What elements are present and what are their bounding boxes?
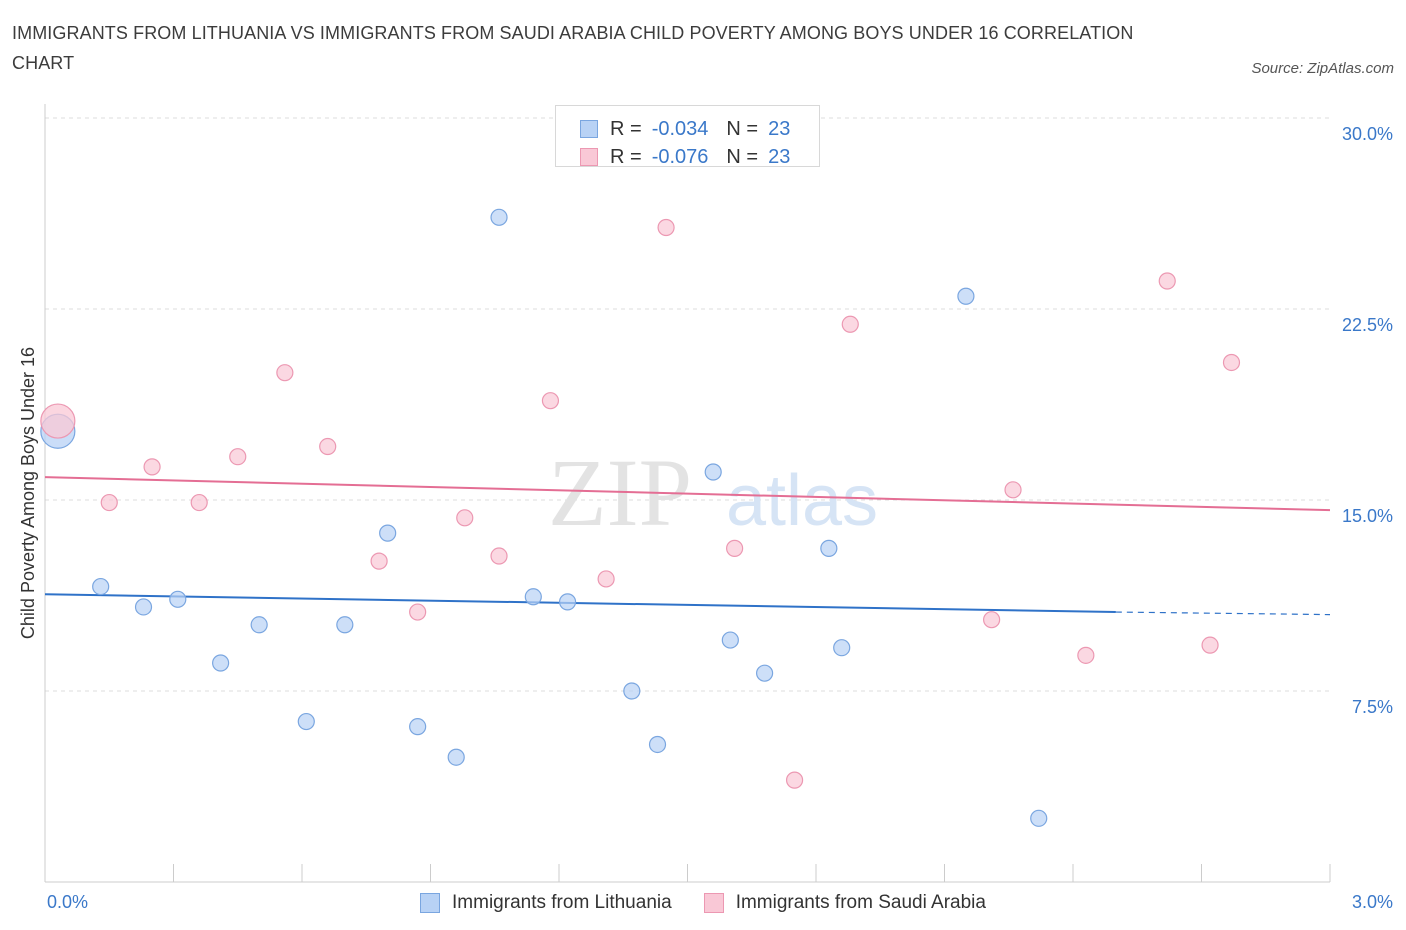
data-point-pink: [490, 547, 508, 565]
legend-label-lithuania: Immigrants from Lithuania: [452, 892, 672, 913]
trend-line-blue: [44, 593, 1116, 614]
data-point-blue: [490, 208, 508, 226]
y-tick-label: 22.5%: [1342, 315, 1393, 335]
data-point-pink: [143, 458, 161, 476]
trend-line-extension-blue: [1115, 611, 1331, 616]
data-point-pink: [409, 603, 427, 621]
data-point-pink: [456, 509, 474, 527]
n-value: 23: [768, 117, 791, 140]
data-point-pink: [40, 403, 76, 439]
data-point-pink: [726, 539, 744, 557]
y-tick-label: 30.0%: [1342, 124, 1393, 144]
data-point-pink: [100, 493, 118, 512]
r-value: -0.034: [651, 117, 709, 140]
data-point-blue: [648, 735, 667, 754]
data-point-pink: [841, 315, 859, 333]
data-point-blue: [623, 682, 641, 700]
data-point-blue: [379, 524, 397, 542]
data-point-blue: [409, 718, 427, 736]
source-label: Source: ZipAtlas.com: [1251, 60, 1394, 77]
y-tick-label: 7.5%: [1352, 697, 1393, 717]
n-label: N =: [726, 145, 759, 168]
data-point-blue: [212, 654, 230, 672]
series-legend: Immigrants from Lithuania Immigrants fro…: [0, 888, 1406, 918]
data-point-pink: [785, 771, 804, 789]
data-point-blue: [558, 593, 577, 611]
x-tick-label: 0.0%: [47, 892, 88, 912]
legend-swatch-blue: [420, 893, 441, 913]
watermark-atlas: atlas: [726, 461, 878, 541]
data-point-pink: [190, 493, 208, 512]
legend-item-saudi-arabia[interactable]: Immigrants from Saudi Arabia: [703, 892, 986, 914]
axes-layer: [44, 104, 1331, 883]
watermark: ZIP atlas: [548, 439, 878, 546]
data-point-blue: [957, 287, 975, 305]
data-point-pink: [229, 448, 247, 466]
data-point-pink: [1004, 481, 1022, 499]
n-label: N =: [726, 117, 759, 140]
data-point-blue: [297, 712, 315, 731]
points-layer: [40, 208, 1241, 827]
data-point-pink: [541, 392, 560, 410]
data-point-pink: [276, 364, 294, 382]
data-point-blue: [134, 598, 153, 616]
data-point-blue: [447, 748, 465, 766]
data-point-pink: [1201, 636, 1219, 654]
data-point-blue: [704, 463, 722, 481]
data-point-pink: [1077, 646, 1095, 664]
data-point-pink: [983, 611, 1001, 629]
legend-label-saudi-arabia: Immigrants from Saudi Arabia: [735, 892, 986, 913]
data-point-pink: [1222, 353, 1241, 372]
data-point-pink: [1158, 272, 1176, 290]
data-point-blue: [169, 590, 187, 608]
data-point-blue: [721, 631, 739, 649]
legend-row-saudi-arabia: R = -0.076 N = 23: [580, 144, 790, 170]
chart-title: IMMIGRANTS FROM LITHUANIA VS IMMIGRANTS …: [12, 23, 1134, 73]
data-point-blue: [1030, 809, 1048, 827]
legend-swatch-pink: [703, 893, 724, 913]
legend-swatch-pink: [580, 148, 598, 166]
trend-layer: [44, 476, 1331, 616]
y-axis-label: Child Poverty Among Boys Under 16: [18, 347, 38, 639]
data-point-blue: [92, 577, 110, 596]
n-value: 23: [768, 145, 791, 168]
trend-line-pink: [44, 476, 1331, 512]
labels-layer: 7.5% 15.0% 22.5% 30.0% 0.0% 3.0%: [47, 124, 1393, 912]
r-value: -0.076: [651, 145, 709, 168]
y-tick-label: 15.0%: [1342, 506, 1393, 526]
legend-item-lithuania[interactable]: Immigrants from Lithuania: [420, 892, 672, 914]
data-point-blue: [755, 664, 774, 682]
data-point-pink: [319, 437, 337, 456]
data-point-blue: [524, 588, 542, 606]
data-point-pink: [370, 552, 388, 570]
data-point-blue: [820, 539, 838, 557]
legend-swatch-blue: [580, 120, 598, 138]
data-point-pink: [597, 570, 615, 588]
data-point-blue: [833, 639, 851, 657]
x-tick-label: 3.0%: [1352, 892, 1393, 912]
data-point-blue: [250, 616, 268, 634]
data-point-pink: [657, 218, 675, 237]
r-label: R =: [610, 145, 642, 168]
correlation-legend: R = -0.034 N = 23 R = -0.076 N = 23: [555, 105, 820, 170]
r-label: R =: [610, 117, 642, 140]
legend-row-lithuania: R = -0.034 N = 23: [580, 116, 790, 142]
data-point-blue: [336, 616, 354, 634]
